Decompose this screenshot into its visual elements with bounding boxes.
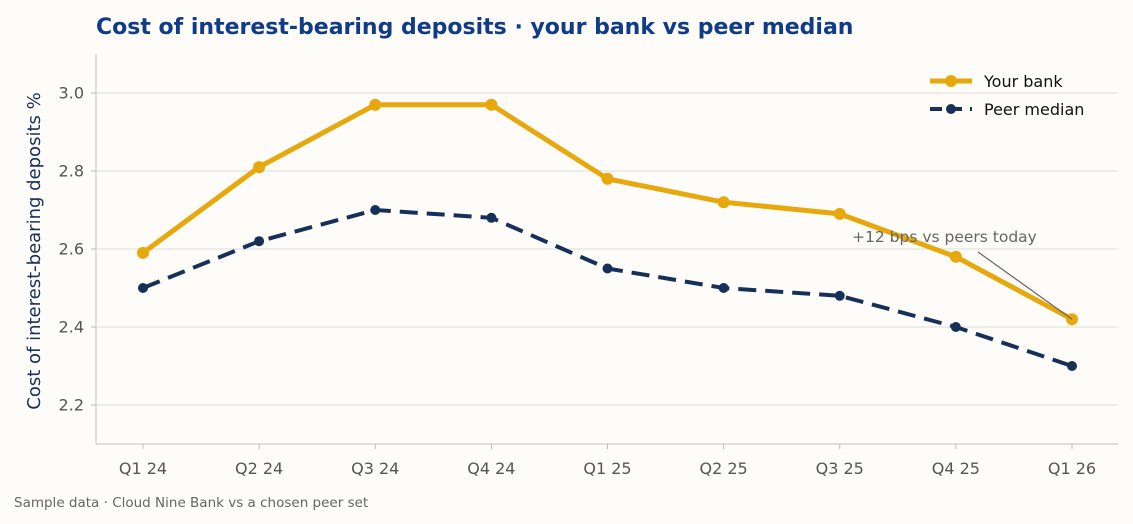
annotation: +12 bps vs peers today	[852, 228, 1073, 320]
data-point	[717, 196, 730, 209]
series-group	[137, 98, 1078, 371]
data-point	[1067, 361, 1077, 371]
data-point	[485, 98, 498, 111]
legend-label: Peer median	[984, 100, 1084, 119]
series-1	[138, 205, 1077, 371]
legend-marker	[946, 104, 956, 114]
legend-label: Your bank	[983, 72, 1063, 91]
legend-item: Peer median	[930, 100, 1084, 119]
x-tick-label: Q3 25	[816, 459, 864, 478]
y-tick-label: 2.2	[59, 396, 84, 415]
data-point	[486, 212, 497, 223]
x-tick-label: Q2 24	[235, 459, 283, 478]
y-tick-label: 2.4	[59, 318, 84, 337]
x-axis-ticks: Q1 24 Q2 24 Q3 24 Q4 24 Q1 25 Q2 25 Q3 25 Q4 25…	[119, 444, 1096, 478]
data-point	[833, 207, 846, 220]
series-line	[140, 102, 1075, 322]
x-tick-label: Q4 25	[932, 459, 980, 478]
data-point	[253, 161, 266, 174]
data-point	[834, 290, 845, 301]
annotation-text: +12 bps vs peers today	[852, 228, 1037, 246]
series-0	[137, 98, 1078, 326]
data-point	[370, 205, 381, 215]
y-tick-label: 3.0	[59, 84, 84, 103]
data-point	[602, 263, 613, 274]
source-note: Sample data · Cloud Nine Bank vs a chose…	[14, 495, 368, 511]
data-point	[369, 98, 382, 111]
data-point	[950, 322, 961, 332]
chart-title: Cost of interest-bearing deposits · your…	[96, 15, 853, 40]
legend-marker	[945, 75, 957, 87]
annotation-arrow	[977, 251, 1073, 320]
data-point	[718, 283, 729, 293]
y-axis-label: Cost of interest-bearing deposits %	[24, 92, 45, 409]
data-point	[601, 172, 614, 185]
legend-item: Your bank	[930, 72, 1063, 91]
x-tick-label: Q2 25	[700, 459, 748, 478]
data-point	[949, 250, 962, 263]
legend: Your bank Peer median	[930, 72, 1084, 119]
x-tick-label: Q1 24	[119, 459, 167, 478]
data-point	[254, 236, 265, 247]
x-tick-label: Q1 25	[583, 459, 631, 478]
x-tick-label: Q4 24	[467, 459, 515, 478]
x-tick-label: Q1 26	[1048, 459, 1096, 478]
data-point	[137, 246, 149, 259]
data-point	[138, 283, 148, 293]
y-axis-ticks: 2.2 2.4 2.6 2.8 3.0	[59, 84, 96, 415]
y-tick-label: 2.8	[59, 162, 84, 181]
grid-lines	[96, 92, 1118, 406]
x-tick-label: Q3 24	[351, 459, 399, 478]
y-tick-label: 2.6	[59, 240, 84, 259]
